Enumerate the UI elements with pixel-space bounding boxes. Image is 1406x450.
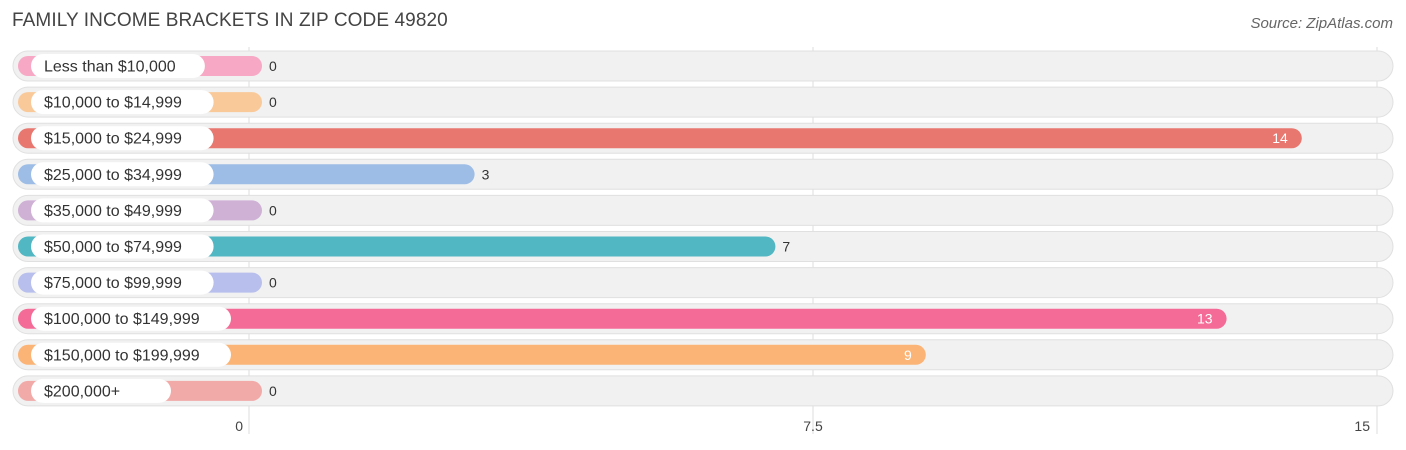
category-label: Less than $10,000 [44, 59, 176, 76]
chart-title: FAMILY INCOME BRACKETS IN ZIP CODE 49820 [12, 10, 448, 31]
category-label: $100,000 to $149,999 [44, 311, 200, 328]
data-label: 0 [269, 275, 277, 291]
row-track [12, 86, 1394, 118]
row-track [12, 267, 1394, 299]
x-tick-label: 7.5 [803, 418, 823, 434]
data-label: 0 [269, 58, 277, 74]
ticks-layer: 0 7.5 15 [235, 418, 1370, 434]
category-label: $25,000 to $34,999 [44, 167, 182, 184]
category-label: $75,000 to $99,999 [44, 275, 182, 292]
data-label: 0 [269, 94, 277, 110]
category-label: $50,000 to $74,999 [44, 239, 182, 256]
category-label: $15,000 to $24,999 [44, 131, 182, 148]
row-track [12, 50, 1394, 82]
category-pill [31, 378, 171, 403]
row-track [12, 375, 1394, 407]
category-pill [31, 198, 214, 223]
category-pill [31, 126, 214, 151]
data-label: 0 [269, 383, 277, 399]
bar [18, 344, 926, 365]
category-label: $150,000 to $199,999 [44, 347, 200, 364]
x-tick-label: 0 [235, 418, 243, 434]
data-label: 7 [782, 239, 790, 255]
category-pill [31, 306, 231, 331]
data-label: 9 [904, 347, 912, 363]
x-tick-label: 15 [1354, 418, 1370, 434]
category-pill [31, 54, 205, 78]
data-label: 0 [269, 202, 277, 218]
source-note: Source: ZipAtlas.com [1250, 15, 1393, 32]
category-pill [31, 162, 214, 187]
category-label: $10,000 to $14,999 [44, 95, 182, 112]
data-label: 14 [1272, 130, 1288, 146]
category-pill [31, 342, 231, 367]
bar [18, 128, 1302, 149]
rows-layer: Less than $10,000 0 $10,000 to $14,999 0 $15… [12, 50, 1394, 407]
category-pill [31, 234, 214, 259]
row-track [12, 194, 1394, 226]
category-pill [31, 270, 214, 295]
bar [18, 308, 1227, 329]
category-label: $200,000+ [44, 383, 120, 400]
category-label: $35,000 to $49,999 [44, 203, 182, 220]
data-label: 3 [482, 166, 490, 182]
category-pill [31, 90, 214, 115]
data-label: 13 [1197, 311, 1213, 327]
